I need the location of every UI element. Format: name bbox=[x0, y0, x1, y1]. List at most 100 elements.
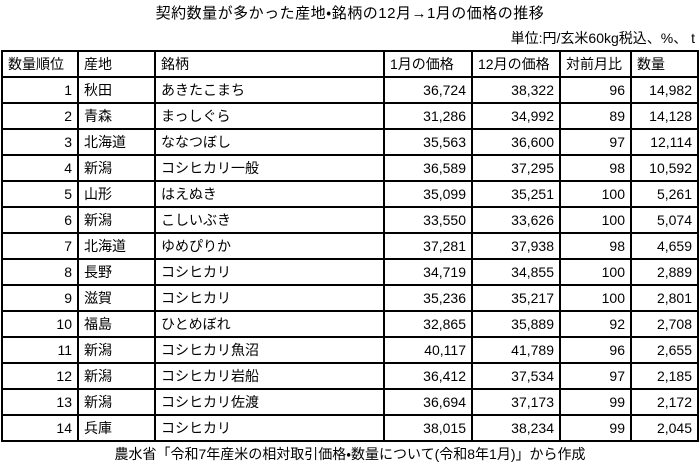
table-cell: 12 bbox=[1, 362, 79, 390]
table-cell: 2,045 bbox=[630, 414, 699, 442]
table-cell: 34,719 bbox=[383, 258, 473, 286]
table-cell: 2,655 bbox=[630, 336, 699, 364]
table-cell: コシヒカリ佐渡 bbox=[154, 388, 385, 416]
table-cell: 36,694 bbox=[383, 388, 473, 416]
table-cell: 36,589 bbox=[383, 154, 473, 182]
col-header-rank: 数量順位 bbox=[1, 50, 79, 78]
table-cell: 新潟 bbox=[77, 388, 156, 416]
col-header-january-price: 1月の価格 bbox=[383, 50, 473, 78]
table-row: 4 新潟 コシヒカリ一般 36,589 37,295 98 10,592 bbox=[1, 154, 699, 182]
table-cell: 2,889 bbox=[630, 258, 699, 286]
table-cell: 35,217 bbox=[471, 284, 561, 312]
table-cell: 35,563 bbox=[383, 128, 473, 156]
table-cell: コシヒカリ魚沼 bbox=[154, 336, 385, 364]
table-cell: 新潟 bbox=[77, 336, 156, 364]
table-cell: あきたこまち bbox=[154, 76, 385, 104]
table-cell: まっしぐら bbox=[154, 102, 385, 130]
table-row: 14 兵庫 コシヒカリ 38,015 38,234 99 2,045 bbox=[1, 414, 699, 442]
table-cell: 36,724 bbox=[383, 76, 473, 104]
table-cell: こしいぶき bbox=[154, 206, 385, 234]
table-cell: コシヒカリ bbox=[154, 284, 385, 312]
table-cell: 100 bbox=[559, 284, 632, 312]
table-cell: 5,261 bbox=[630, 180, 699, 208]
table-row: 7 北海道 ゆめぴりか 37,281 37,938 98 4,659 bbox=[1, 232, 699, 260]
table-cell: 13 bbox=[1, 388, 79, 416]
table-cell: 長野 bbox=[77, 258, 156, 286]
table-cell: 山形 bbox=[77, 180, 156, 208]
table-cell: 14,982 bbox=[630, 76, 699, 104]
table-cell: 2,172 bbox=[630, 388, 699, 416]
col-header-region: 産地 bbox=[77, 50, 156, 78]
table-cell: 3 bbox=[1, 128, 79, 156]
table-cell: 37,938 bbox=[471, 232, 561, 260]
table-cell: 4 bbox=[1, 154, 79, 182]
table-cell: 11 bbox=[1, 336, 79, 364]
table-cell: 37,534 bbox=[471, 362, 561, 390]
unit-note: 単位:円/玄米60kg税込、%、 t bbox=[510, 30, 695, 46]
table-cell: 100 bbox=[559, 258, 632, 286]
table-cell: 36,412 bbox=[383, 362, 473, 390]
table-cell: 兵庫 bbox=[77, 414, 156, 442]
table-cell: 38,015 bbox=[383, 414, 473, 442]
table-cell: 35,251 bbox=[471, 180, 561, 208]
table-cell: 10,592 bbox=[630, 154, 699, 182]
table-cell: 滋賀 bbox=[77, 284, 156, 312]
table-cell: 34,855 bbox=[471, 258, 561, 286]
table-cell: 5 bbox=[1, 180, 79, 208]
table-cell: 98 bbox=[559, 154, 632, 182]
table-cell: 北海道 bbox=[77, 128, 156, 156]
table-cell: 99 bbox=[559, 414, 632, 442]
table-cell: 10 bbox=[1, 310, 79, 338]
table-cell: 97 bbox=[559, 128, 632, 156]
page-title: 契約数量が多かった産地・銘柄の12月→1月の価格の推移 bbox=[155, 5, 545, 22]
table-row: 8 長野 コシヒカリ 34,719 34,855 100 2,889 bbox=[1, 258, 699, 286]
table-cell: 89 bbox=[559, 102, 632, 130]
table-cell: 青森 bbox=[77, 102, 156, 130]
table-cell: はえぬき bbox=[154, 180, 385, 208]
table-cell: 36,600 bbox=[471, 128, 561, 156]
table-cell: 北海道 bbox=[77, 232, 156, 260]
table-row: 5 山形 はえぬき 35,099 35,251 100 5,261 bbox=[1, 180, 699, 208]
table-cell: 12,114 bbox=[630, 128, 699, 156]
source-note: 農水省「令和7年産米の相対取引価格・数量について(令和8年1月)」から作成 bbox=[114, 446, 586, 462]
table-row: 10 福島 ひとめぼれ 32,865 35,889 92 2,708 bbox=[1, 310, 699, 338]
table-row: 11 新潟 コシヒカリ魚沼 40,117 41,789 96 2,655 bbox=[1, 336, 699, 364]
table-cell: 35,099 bbox=[383, 180, 473, 208]
table-cell: 38,234 bbox=[471, 414, 561, 442]
table-cell: 38,322 bbox=[471, 76, 561, 104]
table-row: 3 北海道 ななつぼし 35,563 36,600 97 12,114 bbox=[1, 128, 699, 156]
table-cell: 40,117 bbox=[383, 336, 473, 364]
table-row: 6 新潟 こしいぶき 33,550 33,626 100 5,074 bbox=[1, 206, 699, 234]
table-cell: 33,626 bbox=[471, 206, 561, 234]
table-cell: 2,708 bbox=[630, 310, 699, 338]
table-row: 1 秋田 あきたこまち 36,724 38,322 96 14,982 bbox=[1, 76, 699, 104]
table-cell: 2,185 bbox=[630, 362, 699, 390]
table-cell: 32,865 bbox=[383, 310, 473, 338]
table-cell: ひとめぼれ bbox=[154, 310, 385, 338]
table-cell: 41,789 bbox=[471, 336, 561, 364]
table-cell: 35,889 bbox=[471, 310, 561, 338]
price-table: 数量順位 産地 銘柄 1月の価格 12月の価格 対前月比 数量 1 秋田 あきたこま… bbox=[1, 50, 699, 442]
table-cell: 4,659 bbox=[630, 232, 699, 260]
table-cell: 新潟 bbox=[77, 154, 156, 182]
table-cell: 8 bbox=[1, 258, 79, 286]
table-cell: 96 bbox=[559, 336, 632, 364]
table-cell: 5,074 bbox=[630, 206, 699, 234]
table-cell: 35,236 bbox=[383, 284, 473, 312]
table-cell: 1 bbox=[1, 76, 79, 104]
table-cell: 98 bbox=[559, 232, 632, 260]
table-cell: 9 bbox=[1, 284, 79, 312]
col-header-month-ratio: 対前月比 bbox=[559, 50, 632, 78]
table-cell: ななつぼし bbox=[154, 128, 385, 156]
table-cell: 7 bbox=[1, 232, 79, 260]
table-cell: 37,295 bbox=[471, 154, 561, 182]
table-cell: 福島 bbox=[77, 310, 156, 338]
table-row: 9 滋賀 コシヒカリ 35,236 35,217 100 2,801 bbox=[1, 284, 699, 312]
table-cell: 31,286 bbox=[383, 102, 473, 130]
table-cell: 99 bbox=[559, 388, 632, 416]
table-cell: 100 bbox=[559, 206, 632, 234]
table-cell: 2,801 bbox=[630, 284, 699, 312]
table-cell: 96 bbox=[559, 76, 632, 104]
table-cell: ゆめぴりか bbox=[154, 232, 385, 260]
table-cell: 33,550 bbox=[383, 206, 473, 234]
